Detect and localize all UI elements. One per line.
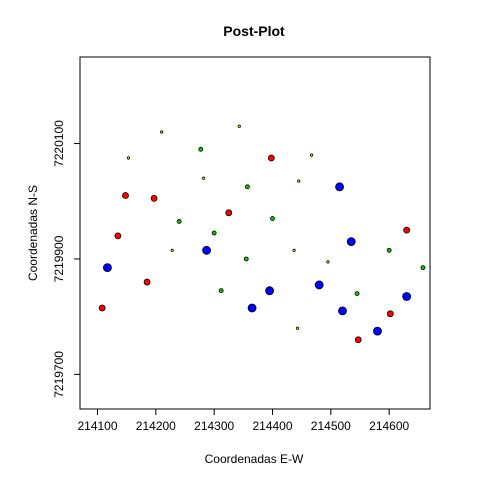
y-axis-label: Coordenadas N-S xyxy=(26,185,40,281)
data-point xyxy=(420,265,426,271)
data-point xyxy=(402,292,412,301)
data-point xyxy=(176,219,182,224)
y-axis: 7219700 7219900 7220100 xyxy=(52,120,81,398)
data-point xyxy=(267,154,275,162)
data-point xyxy=(202,176,206,180)
data-point xyxy=(386,310,394,318)
data-point xyxy=(225,209,233,217)
data-point xyxy=(309,153,314,157)
data-point xyxy=(245,184,250,190)
x-tick-label: 214200 xyxy=(136,419,176,433)
data-point xyxy=(202,245,211,255)
data-point xyxy=(295,326,300,330)
x-tick-label: 214500 xyxy=(311,419,351,433)
data-point xyxy=(98,304,106,312)
x-tick-label: 214600 xyxy=(369,419,409,433)
data-point xyxy=(218,288,224,294)
y-tick-label: 7219700 xyxy=(52,351,66,398)
data-point xyxy=(170,248,174,252)
x-axis: 214100 214200 214300 214400 214500 214600 xyxy=(77,408,410,433)
data-point xyxy=(270,216,275,221)
data-point xyxy=(103,263,112,273)
data-point xyxy=(314,280,324,290)
data-point xyxy=(237,124,241,128)
y-tick-label: 7219900 xyxy=(52,235,66,282)
data-point xyxy=(122,192,129,199)
data-point xyxy=(403,226,411,234)
data-point xyxy=(326,260,330,264)
data-point xyxy=(338,306,347,316)
data-points xyxy=(98,124,426,344)
data-point xyxy=(354,336,362,344)
data-point xyxy=(160,130,164,134)
data-point xyxy=(243,256,249,262)
chart-title: Post-Plot xyxy=(223,23,285,39)
data-point xyxy=(297,179,301,183)
data-point xyxy=(198,146,204,152)
data-point xyxy=(114,232,122,240)
data-point xyxy=(150,194,158,202)
data-point xyxy=(373,326,382,336)
x-tick-label: 214400 xyxy=(252,419,292,433)
x-tick-label: 214100 xyxy=(77,419,117,433)
data-point xyxy=(354,291,360,296)
x-axis-label: Coordenadas E-W xyxy=(205,452,304,466)
data-point xyxy=(265,286,274,296)
data-point xyxy=(346,237,356,247)
data-point xyxy=(335,182,344,192)
data-point xyxy=(143,278,151,286)
data-point xyxy=(247,303,257,313)
data-point xyxy=(211,230,217,236)
x-tick-label: 214300 xyxy=(194,419,234,433)
y-tick-label: 7220100 xyxy=(52,120,66,167)
data-point xyxy=(292,248,296,252)
data-point xyxy=(386,247,392,253)
data-point xyxy=(126,156,131,160)
